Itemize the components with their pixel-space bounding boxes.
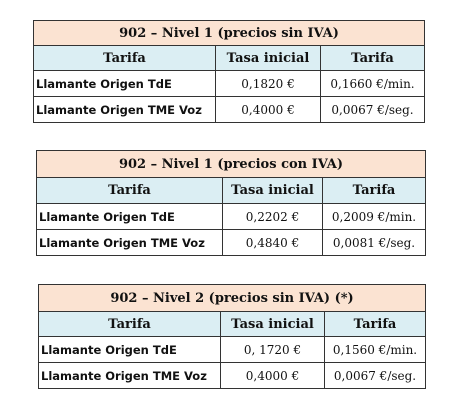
table-row: Llamante Origen TME Voz 0,4000 € 0,0067 … [33,96,425,123]
rate-table-nivel2-sin-iva: 902 – Nivel 2 (precios sin IVA) (*) Tari… [38,284,426,389]
tasa-inicial-value: 0,4000 € [220,362,325,389]
rate-table-nivel1-con-iva: 902 – Nivel 1 (precios con IVA) Tarifa T… [35,150,427,256]
row-label: Llamante Origen TdE [36,203,223,230]
tasa-inicial-value: 0,4000 € [215,96,321,123]
tasa-inicial-value: 0,4840 € [222,229,323,256]
tasa-inicial-value: 0,1820 € [215,70,321,97]
table-row: Llamante Origen TME Voz 0,4840 € 0,0081 … [36,229,427,256]
column-header-tarifa: Tarifa [36,177,223,204]
column-header-tasa-inicial: Tasa inicial [215,45,321,71]
tarifa-value: 0,0067 €/seg. [320,96,425,123]
tarifa-value: 0,1660 €/min. [320,70,425,97]
column-header-tarifa-rate: Tarifa [321,177,427,204]
table-row: Llamante Origen TdE 0,1820 € 0,1660 €/mi… [33,70,425,97]
table-row: Llamante Origen TME Voz 0,4000 € 0,0067 … [38,362,426,389]
row-label: Llamante Origen TdE [38,336,221,363]
tarifa-value: 0,2009 €/min. [321,203,427,230]
column-header-tarifa: Tarifa [38,311,221,337]
row-label: Llamante Origen TME Voz [36,229,223,256]
tarifa-value: 0,1560 €/min. [324,336,426,363]
rate-table-nivel1-sin-iva: 902 – Nivel 1 (precios sin IVA) Tarifa T… [33,20,425,123]
row-label: Llamante Origen TME Voz [38,362,221,389]
tarifa-value: 0,0067 €/seg. [324,362,426,389]
row-label: Llamante Origen TME Voz [33,96,216,123]
tasa-inicial-value: 0,2202 € [222,203,323,230]
table-title: 902 – Nivel 1 (precios con IVA) [35,150,427,178]
column-header-tarifa-rate: Tarifa [324,311,426,337]
column-header-tasa-inicial: Tasa inicial [222,177,323,204]
table-row: Llamante Origen TdE 0,2202 € 0,2009 €/mi… [36,203,427,230]
column-header-tarifa: Tarifa [33,45,216,71]
row-label: Llamante Origen TdE [33,70,216,97]
column-header-tarifa-rate: Tarifa [320,45,425,71]
tarifa-value: 0,0081 €/seg. [321,229,427,256]
table-row: Llamante Origen TdE 0, 1720 € 0,1560 €/m… [38,336,426,363]
table-title: 902 – Nivel 2 (precios sin IVA) (*) [38,284,426,312]
tasa-inicial-value: 0, 1720 € [220,336,325,363]
column-header-tasa-inicial: Tasa inicial [220,311,325,337]
table-title: 902 – Nivel 1 (precios sin IVA) [33,20,425,46]
